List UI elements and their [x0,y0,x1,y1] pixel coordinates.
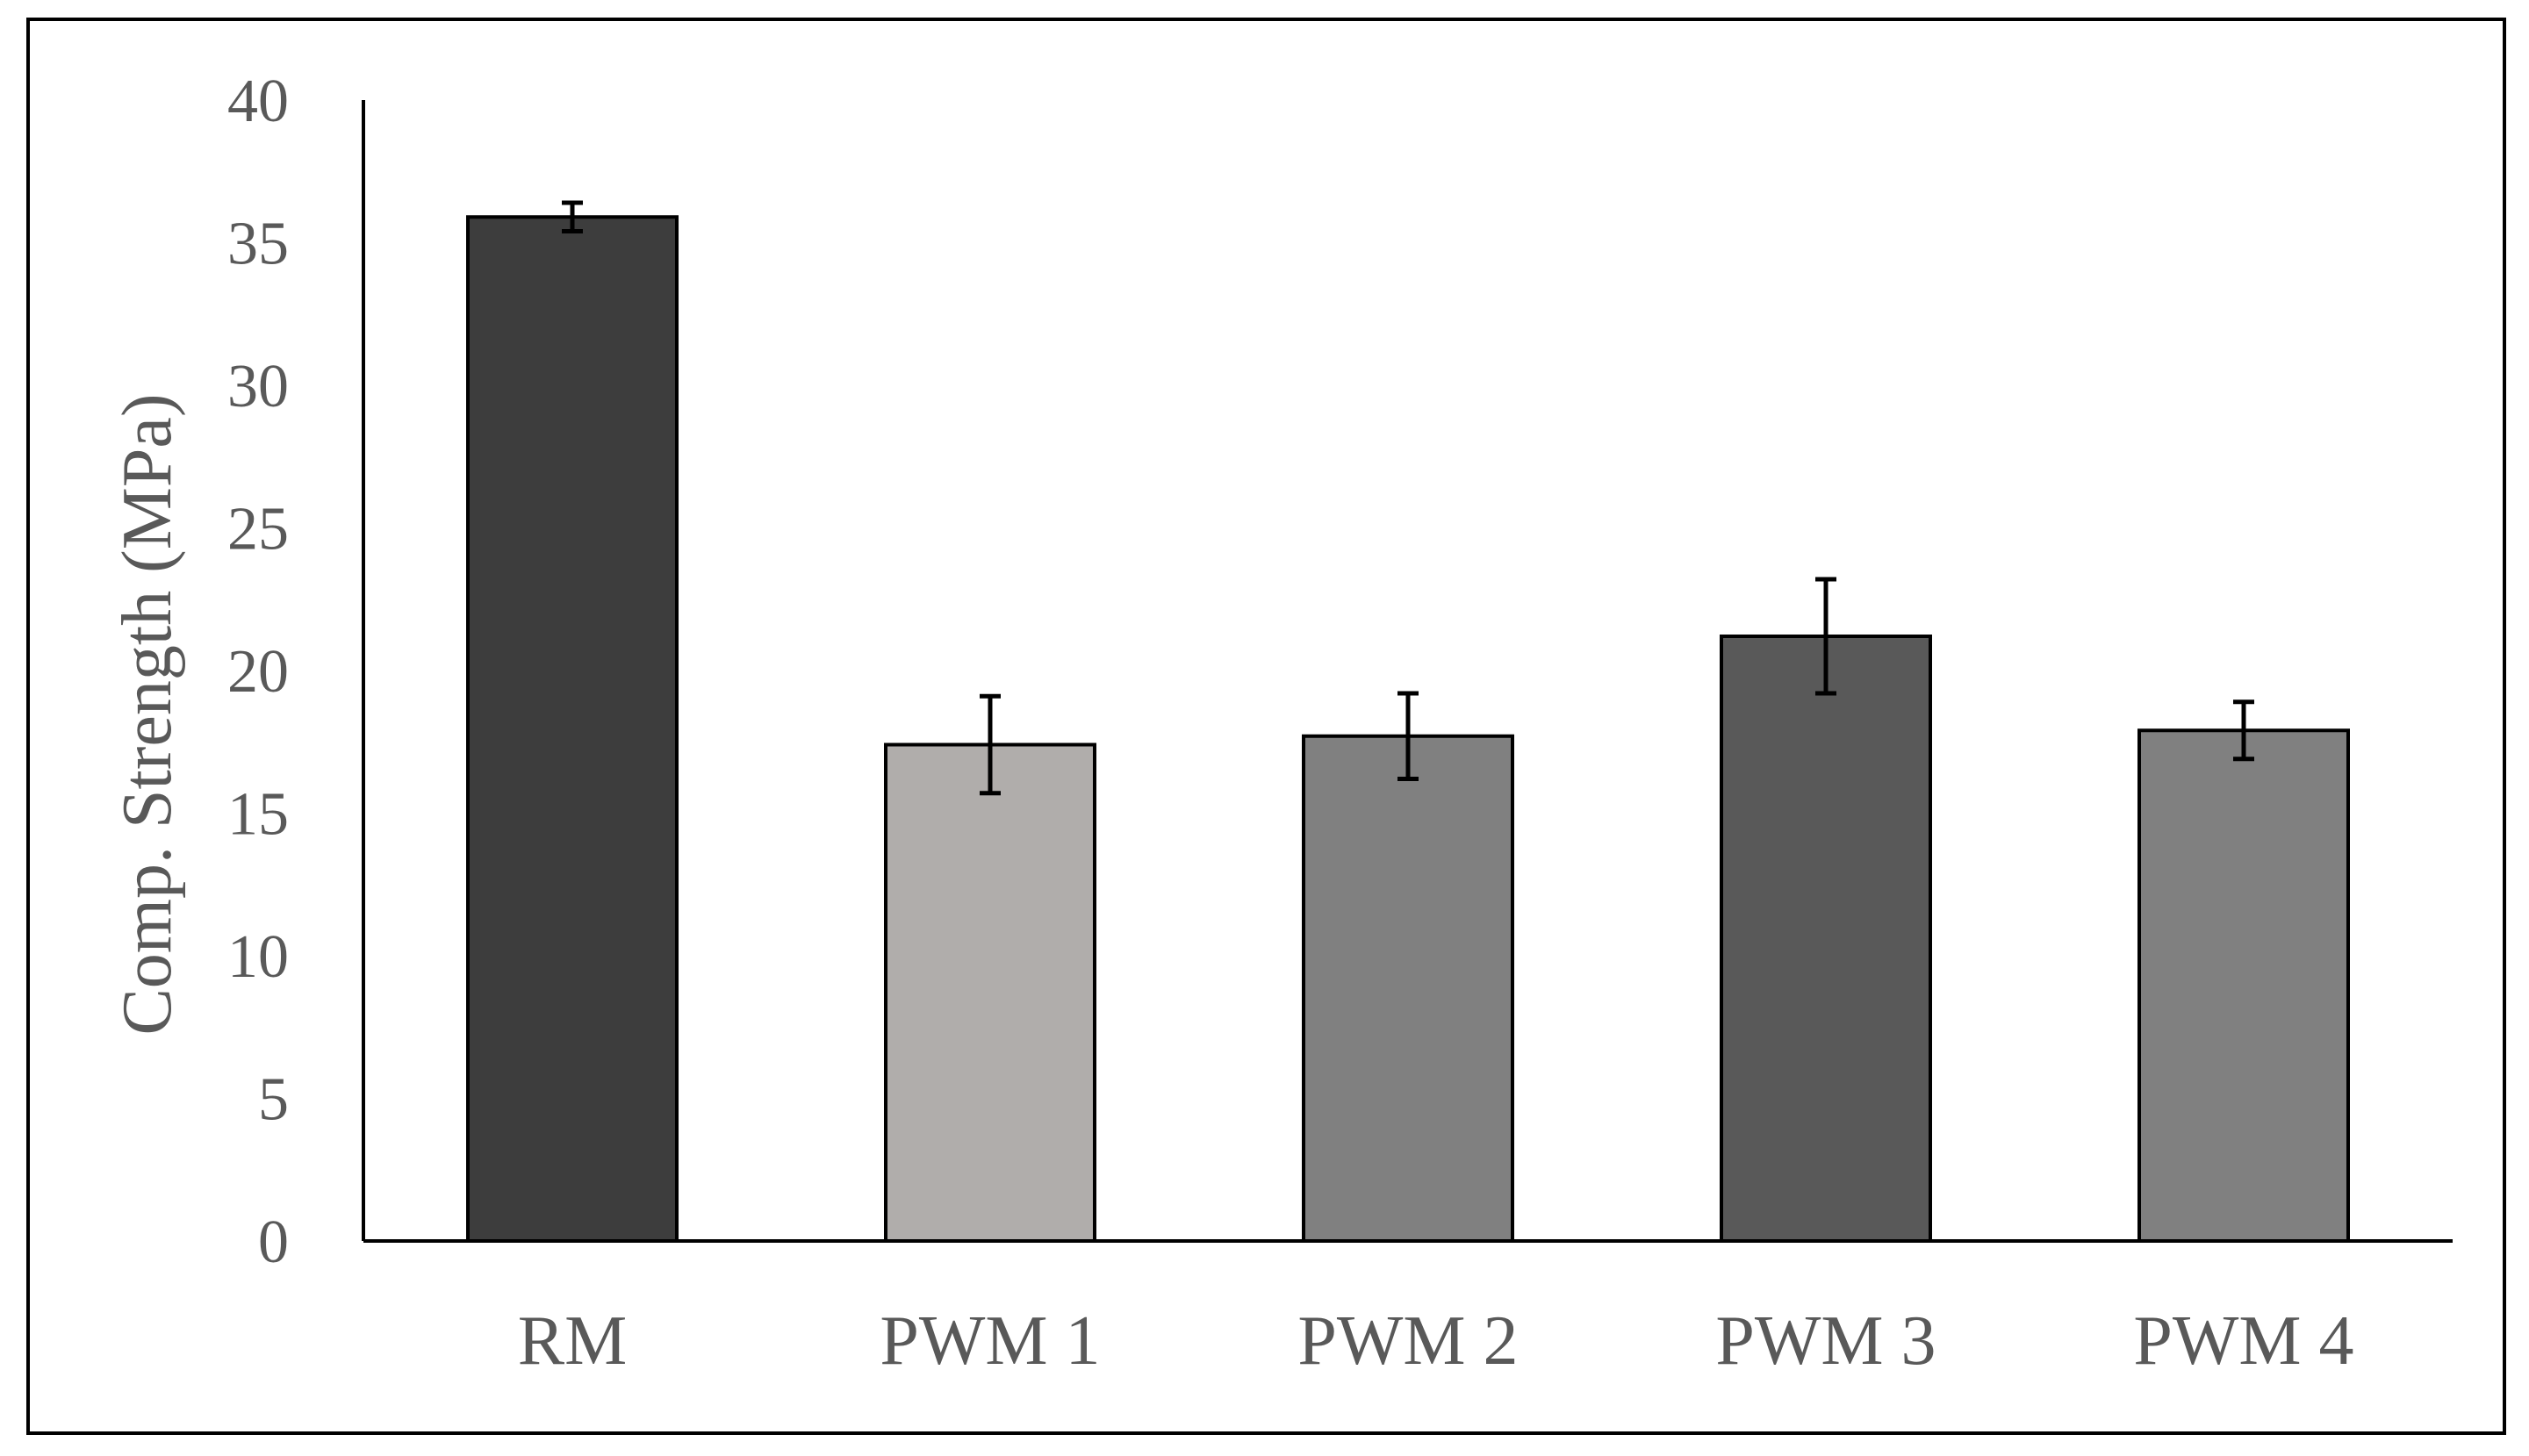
y-tick-labels: 0 5 10 15 20 25 30 35 40 [227,68,289,1276]
category-label: PWM 2 [1297,1302,1518,1380]
error-bar-pwm-4 [2233,699,2254,762]
chart-frame: 0 5 10 15 20 25 30 35 40 RM PWM 1 PWM 2 PWM 3 PWM 4 … [26,18,2506,1435]
axes-layer [362,100,2453,1243]
y-tick-label: 35 [227,211,289,278]
y-tick-label: 10 [227,923,289,991]
category-labels: RM PWM 1 PWM 2 PWM 3 PWM 4 [518,1302,2354,1380]
y-tick-label: 25 [227,496,289,563]
y-tick-label: 30 [227,353,289,420]
y-tick-label: 40 [227,68,289,135]
category-label: PWM 4 [2133,1302,2353,1380]
y-tick-label: 0 [258,1209,289,1276]
y-tick-label: 15 [227,781,289,849]
category-label: PWM 3 [1715,1302,1936,1380]
error-bar-pwm-3 [1815,577,1836,696]
bar-pwm-4 [2137,728,2350,1243]
bar-pwm-2 [1302,734,1514,1243]
error-bar-rm [562,200,583,233]
error-bar-pwm-1 [980,693,1001,796]
bar-pwm-3 [1720,635,1932,1243]
y-tick-label: 20 [227,638,289,706]
y-axis-title: Comp. Strength (MPa) [109,393,186,1035]
error-bar-pwm-2 [1397,691,1419,781]
y-tick-label: 5 [258,1066,289,1134]
bar-pwm-1 [884,742,1096,1243]
category-label: PWM 1 [880,1302,1100,1380]
category-label: RM [518,1302,628,1380]
bar-rm [466,215,679,1243]
error-bars-layer [562,200,2254,796]
